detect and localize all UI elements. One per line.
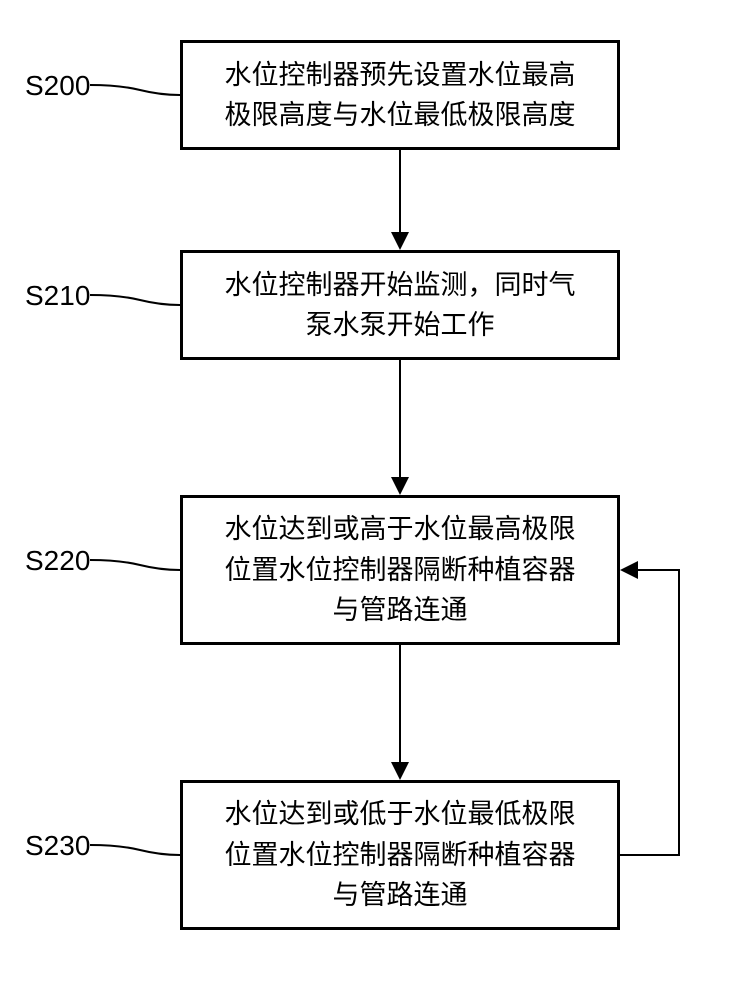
- step-box-s220: 水位达到或高于水位最高极限 位置水位控制器隔断种植容器 与管路连通: [180, 495, 620, 645]
- feedback-horizontal-top: [638, 569, 680, 571]
- label-connector-s220: [90, 550, 185, 580]
- label-connector-s210: [90, 285, 185, 315]
- label-connector-s230: [90, 835, 185, 865]
- feedback-arrowhead: [620, 561, 638, 579]
- step-label-s210: S210: [25, 280, 90, 312]
- step-box-s200: 水位控制器预先设置水位最高 极限高度与水位最低极限高度: [180, 40, 620, 150]
- connector-2: [399, 360, 401, 477]
- connector-3: [399, 645, 401, 762]
- step-text-s230: 水位达到或低于水位最低极限 位置水位控制器隔断种植容器 与管路连通: [225, 794, 576, 916]
- step-box-s210: 水位控制器开始监测，同时气 泵水泵开始工作: [180, 250, 620, 360]
- flowchart-container: 水位控制器预先设置水位最高 极限高度与水位最低极限高度 S200 水位控制器开始…: [0, 0, 745, 1000]
- label-connector-s200: [90, 75, 185, 105]
- feedback-horizontal-bottom: [620, 854, 680, 856]
- step-label-s230: S230: [25, 830, 90, 862]
- arrowhead-3: [391, 762, 409, 780]
- step-box-s230: 水位达到或低于水位最低极限 位置水位控制器隔断种植容器 与管路连通: [180, 780, 620, 930]
- arrowhead-1: [391, 232, 409, 250]
- feedback-vertical: [678, 569, 680, 856]
- step-label-s200: S200: [25, 70, 90, 102]
- step-text-s210: 水位控制器开始监测，同时气 泵水泵开始工作: [225, 265, 576, 346]
- arrowhead-2: [391, 477, 409, 495]
- step-text-s220: 水位达到或高于水位最高极限 位置水位控制器隔断种植容器 与管路连通: [225, 509, 576, 631]
- step-label-s220: S220: [25, 545, 90, 577]
- connector-1: [399, 150, 401, 232]
- step-text-s200: 水位控制器预先设置水位最高 极限高度与水位最低极限高度: [225, 55, 576, 136]
